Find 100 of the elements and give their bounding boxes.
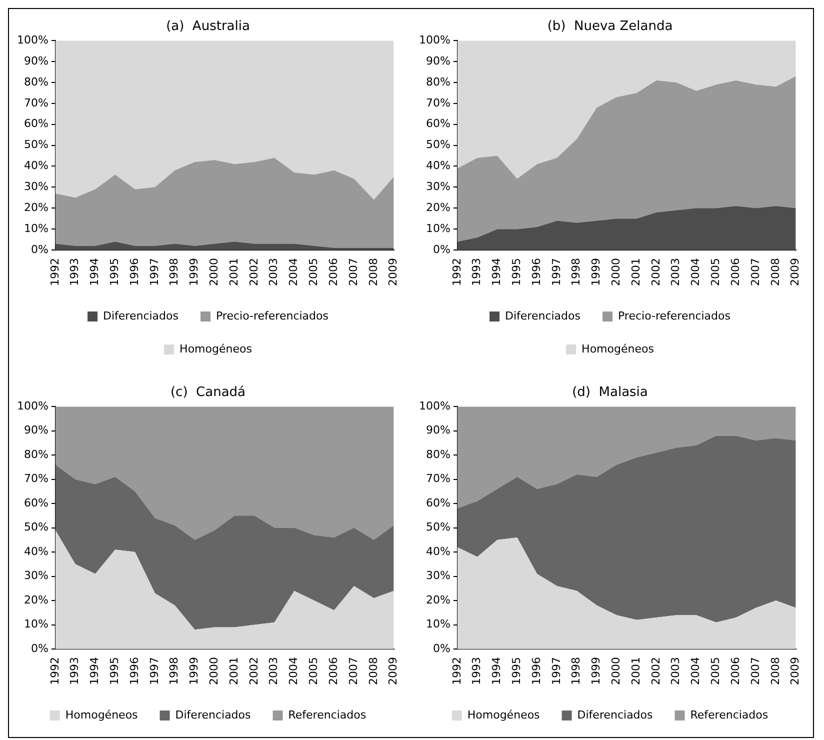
y-tick-label: 0% bbox=[30, 642, 48, 655]
x-tick-label: 2000 bbox=[208, 657, 221, 686]
y-tick-label: 60% bbox=[24, 496, 48, 510]
y-tick-label: 100% bbox=[16, 33, 48, 46]
x-tick-label: 1993 bbox=[470, 657, 484, 686]
x-tick-label: 1994 bbox=[490, 657, 504, 686]
y-tick-label: 60% bbox=[426, 117, 450, 130]
x-tick-label: 1993 bbox=[470, 258, 484, 286]
x-tick-label: 2002 bbox=[247, 258, 260, 286]
x-tick-label: 1994 bbox=[88, 258, 102, 286]
x-tick-label: 1995 bbox=[108, 258, 122, 286]
y-tick-label: 90% bbox=[426, 54, 450, 68]
x-tick-label: 1992 bbox=[48, 258, 62, 286]
y-tick-label: 10% bbox=[24, 618, 48, 631]
y-tick-label: 20% bbox=[24, 593, 48, 606]
x-tick-label: 1993 bbox=[68, 657, 82, 686]
chart-title: (a) Australia bbox=[166, 19, 250, 34]
x-tick-label: 1999 bbox=[590, 657, 603, 686]
x-tick-label: 2009 bbox=[386, 657, 400, 686]
x-tick-label: 2009 bbox=[788, 657, 802, 686]
legend-label: Homogéneos bbox=[65, 708, 138, 722]
x-tick-label: 2004 bbox=[287, 258, 300, 286]
x-tick-label: 2005 bbox=[709, 657, 722, 686]
y-tick-label: 10% bbox=[426, 618, 450, 631]
x-tick-label: 2006 bbox=[326, 258, 340, 286]
x-tick-label: 2009 bbox=[386, 258, 400, 286]
x-tick-label: 1996 bbox=[128, 657, 141, 686]
y-tick-label: 70% bbox=[426, 96, 450, 110]
y-tick-label: 70% bbox=[24, 472, 48, 486]
legend-label: Referenciados bbox=[288, 708, 366, 722]
x-tick-label: 2000 bbox=[610, 657, 623, 686]
x-tick-label: 2001 bbox=[629, 258, 642, 286]
x-tick-label: 1999 bbox=[188, 657, 201, 686]
x-tick-label: 1992 bbox=[450, 258, 464, 286]
x-tick-label: 2002 bbox=[649, 657, 662, 686]
legend-label: Precio-referenciados bbox=[618, 309, 731, 322]
legend-label: Diferenciados bbox=[505, 309, 581, 322]
y-tick-label: 90% bbox=[24, 54, 48, 68]
x-tick-label: 1998 bbox=[570, 657, 583, 686]
y-tick-label: 0% bbox=[432, 642, 450, 655]
y-tick-label: 50% bbox=[426, 520, 450, 534]
y-tick-label: 0% bbox=[30, 242, 48, 256]
x-tick-label: 2007 bbox=[346, 657, 360, 686]
x-tick-label: 1998 bbox=[570, 258, 583, 286]
y-tick-label: 50% bbox=[426, 138, 450, 152]
x-tick-label: 1992 bbox=[450, 657, 464, 686]
x-tick-label: 1997 bbox=[550, 657, 563, 686]
x-tick-label: 1994 bbox=[88, 657, 102, 686]
x-tick-label: 1996 bbox=[530, 657, 543, 686]
x-tick-label: 2005 bbox=[307, 657, 320, 686]
legend-label: Diferenciados bbox=[577, 708, 654, 722]
chart-title: (c) Canadá bbox=[170, 385, 246, 400]
x-tick-label: 2004 bbox=[689, 258, 702, 286]
x-tick-label: 2000 bbox=[610, 258, 623, 286]
x-tick-label: 2001 bbox=[227, 657, 240, 686]
x-tick-label: 1997 bbox=[148, 657, 161, 686]
x-tick-label: 2004 bbox=[689, 657, 702, 686]
x-tick-label: 2001 bbox=[227, 258, 240, 286]
x-tick-label: 1999 bbox=[188, 258, 201, 286]
x-tick-label: 2006 bbox=[326, 657, 340, 686]
x-tick-label: 1998 bbox=[168, 258, 181, 286]
x-tick-label: 2002 bbox=[247, 657, 260, 686]
x-tick-label: 2003 bbox=[267, 258, 280, 286]
y-tick-label: 80% bbox=[24, 75, 48, 88]
x-tick-label: 1995 bbox=[510, 657, 524, 686]
y-tick-label: 50% bbox=[24, 520, 48, 534]
y-tick-label: 70% bbox=[24, 96, 48, 110]
x-tick-label: 1993 bbox=[68, 258, 82, 286]
y-tick-label: 100% bbox=[418, 399, 450, 412]
x-tick-label: 2007 bbox=[748, 657, 762, 686]
y-tick-label: 20% bbox=[426, 200, 450, 214]
y-tick-label: 20% bbox=[24, 200, 48, 214]
x-tick-label: 1995 bbox=[108, 657, 122, 686]
y-tick-label: 70% bbox=[426, 472, 450, 486]
x-tick-label: 2008 bbox=[366, 657, 380, 686]
y-tick-label: 80% bbox=[24, 448, 48, 461]
y-tick-label: 30% bbox=[426, 569, 450, 582]
x-tick-label: 2005 bbox=[307, 258, 320, 286]
x-tick-label: 2003 bbox=[669, 657, 682, 686]
x-tick-label: 1997 bbox=[550, 258, 563, 286]
y-tick-label: 90% bbox=[426, 424, 450, 437]
y-tick-label: 40% bbox=[24, 159, 48, 172]
x-tick-label: 1994 bbox=[490, 258, 504, 286]
legend-label: Homogéneos bbox=[180, 342, 252, 356]
x-tick-label: 2003 bbox=[267, 657, 280, 686]
y-tick-label: 100% bbox=[418, 33, 450, 46]
x-tick-label: 2001 bbox=[629, 657, 642, 686]
y-tick-label: 40% bbox=[426, 544, 450, 558]
x-tick-label: 2006 bbox=[728, 258, 742, 286]
y-tick-label: 60% bbox=[24, 117, 48, 130]
x-tick-label: 1999 bbox=[590, 258, 603, 286]
y-tick-label: 40% bbox=[24, 544, 48, 558]
x-tick-label: 1996 bbox=[530, 258, 543, 286]
y-tick-label: 30% bbox=[426, 180, 450, 194]
legend-label: Homogéneos bbox=[582, 342, 654, 356]
x-tick-label: 2000 bbox=[208, 258, 221, 286]
y-tick-label: 30% bbox=[24, 180, 48, 194]
legend-label: Precio-referenciados bbox=[216, 309, 329, 322]
chart-title: (b) Nueva Zelanda bbox=[547, 19, 673, 34]
y-tick-label: 60% bbox=[426, 496, 450, 510]
